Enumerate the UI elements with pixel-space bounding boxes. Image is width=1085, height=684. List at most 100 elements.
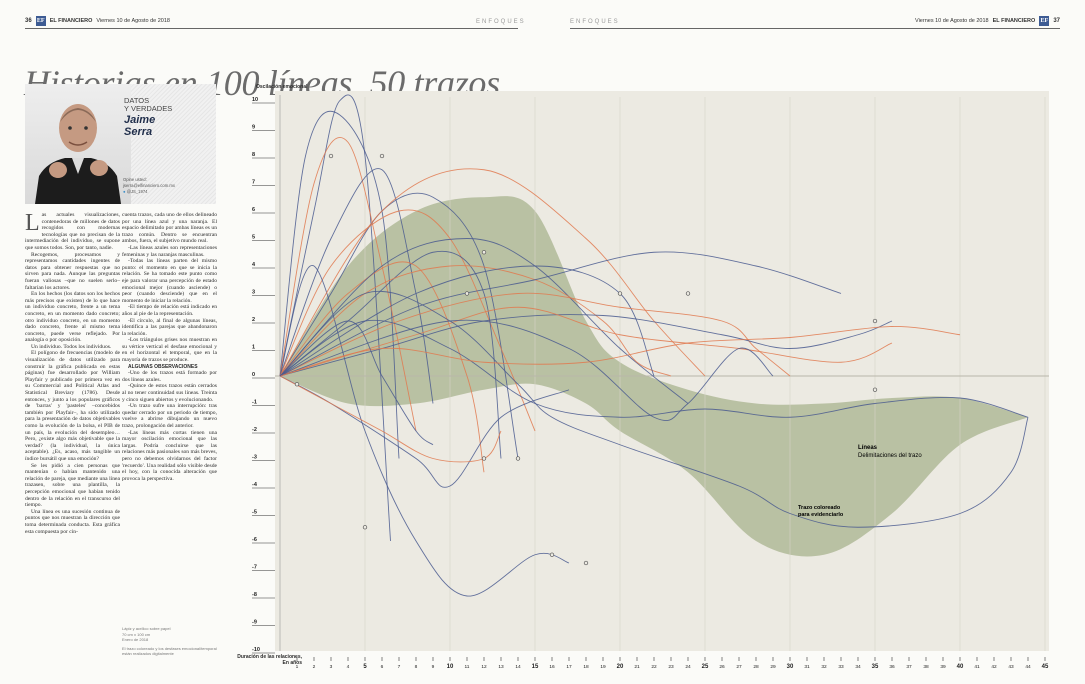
paragraph: -Todas las líneas parten del mismo punto… [122, 258, 217, 304]
series-line-6 [279, 209, 536, 432]
end-circle-marker [362, 525, 368, 530]
newspaper-logo: EF [1039, 16, 1050, 26]
series-line-23 [279, 375, 502, 463]
y-tick-label: 0 [252, 372, 255, 378]
x-tick-label: 11 [465, 664, 470, 670]
x-tick-label: 6 [381, 664, 384, 670]
paragraph: cuenta trazos, cada uno de ellos delinea… [122, 212, 217, 245]
y-tick-label: -9 [252, 620, 257, 626]
social-icon: ● [123, 189, 126, 194]
x-tick-label: 21 [634, 664, 640, 670]
header-right: Viernes 10 de Agosto de 2018 EL FINANCIE… [915, 16, 1060, 26]
x-tick-label: 25 [702, 664, 709, 670]
series-line-18 [279, 319, 774, 422]
series-line-17 [279, 251, 842, 377]
x-tick-label: 37 [906, 664, 912, 670]
author-photo [25, 84, 131, 204]
end-circle-marker [685, 291, 691, 296]
subheading: ALGUNAS OBSERVACIONES [128, 363, 198, 370]
x-tick-label: 19 [600, 664, 606, 670]
y-tick-label: 1 [252, 345, 255, 351]
page-number: 36 [25, 18, 32, 24]
x-tick-label: 39 [940, 664, 946, 670]
x-tick-label: 38 [923, 664, 929, 670]
series-line-19 [279, 290, 1029, 528]
end-circle-marker [583, 560, 589, 566]
header-rule-right [570, 28, 1060, 29]
y-tick-label: 8 [252, 152, 255, 158]
end-circle-marker [481, 456, 487, 461]
end-circle-marker [872, 318, 878, 324]
paragraph: -Las líneas azules son representaciones … [122, 244, 217, 258]
paragraph: El polígono de frecuencias (modelo de vi… [25, 350, 120, 462]
y-tick-label: 5 [252, 235, 255, 241]
x-tick-label: 14 [515, 664, 521, 670]
x-tick-label: 34 [855, 664, 861, 670]
x-tick-label: 26 [719, 664, 725, 670]
series-line-4 [279, 168, 434, 404]
contact-social[interactable]: ● @JS_1974 [123, 189, 148, 194]
series-line-11 [279, 265, 672, 377]
paragraph: En los hechos (los datos son los hechos … [25, 291, 120, 344]
y-tick-label: 4 [252, 262, 256, 268]
x-tick-label: 40 [957, 664, 964, 670]
paragraph: -Las líneas más cortas tienen una mayor … [122, 429, 217, 482]
x-tick-label: 27 [736, 664, 742, 670]
article-column-2: cuenta trazos, cada uno de ellos delinea… [122, 212, 217, 482]
section-label-right: ENFOQUES [570, 19, 620, 25]
x-tick-label: 24 [685, 664, 691, 670]
x-tick-label: 10 [447, 664, 454, 670]
series-line-21 [279, 326, 961, 377]
y-tick-label: 10 [252, 97, 258, 103]
legend-lines-title: Líneas [858, 445, 878, 451]
x-axis-title: Duración de las relaciones, En años [237, 654, 302, 666]
y-tick-label: -2 [252, 427, 257, 433]
series-line-9 [279, 265, 570, 597]
series-line-2 [279, 110, 400, 459]
y-tick-label: -10 [252, 647, 260, 653]
drop-cap: L [25, 210, 40, 236]
x-tick-label: 44 [1025, 664, 1031, 670]
y-tick-label: -3 [252, 455, 257, 461]
artwork-credits: Lápiz y acrílico sobre papel 70 cm x 100… [122, 626, 217, 656]
series-line-8 [279, 261, 485, 473]
brand-name: EL FINANCIERO [49, 18, 93, 24]
end-circle-marker [872, 387, 878, 392]
header-rule-left [25, 28, 518, 29]
series-line-14 [279, 292, 791, 377]
section-label-left: ENFOQUES [476, 19, 526, 25]
trazo-fill-main-trazo [280, 196, 1028, 557]
header-left: 36 EF EL FINANCIERO Viernes 10 de Agosto… [25, 16, 170, 26]
y-tick-label: 7 [252, 180, 255, 186]
end-circle-marker [294, 382, 300, 387]
x-tick-label: 7 [398, 664, 401, 670]
x-tick-label: 22 [651, 664, 657, 670]
author-box [118, 84, 216, 204]
y-tick-label: -6 [252, 537, 257, 543]
paragraph: Recogemos, procesamos y representamos ca… [25, 251, 120, 291]
paragraph: Una línea es una sucesión continua de pu… [25, 508, 120, 535]
author-contact: Opine usted: jserra@elfinanciero.com.mx … [123, 177, 175, 195]
legend-lines-desc: Delimitaciones del trazo [858, 453, 922, 459]
x-tick-label: 32 [821, 664, 827, 670]
y-axis-title: Oscilación emocional [256, 84, 308, 90]
paragraph: -Uno de los trazos está formado por dos … [122, 370, 217, 383]
y-tick-label: 2 [252, 317, 255, 323]
y-tick-label: -7 [252, 565, 257, 571]
paragraph: Se les pidió a cien personas que mantení… [25, 462, 120, 509]
brand-name: EL FINANCIERO [992, 18, 1036, 24]
x-tick-label: 13 [498, 664, 504, 670]
end-circle-marker [464, 291, 470, 296]
contact-email[interactable]: jserra@elfinanciero.com.mx [123, 183, 175, 188]
x-tick-label: 8 [415, 664, 418, 670]
series-line-24 [279, 320, 434, 446]
x-tick-label: 23 [668, 664, 674, 670]
end-circle-marker [549, 552, 555, 557]
x-tick-label: 30 [787, 664, 794, 670]
paragraph: Un individuo. Todos los individuos. [31, 343, 112, 350]
legend-fill-line1: Trazo coloreado [798, 505, 841, 511]
x-tick-label: 9 [432, 664, 435, 670]
x-tick-label: 28 [753, 664, 759, 670]
